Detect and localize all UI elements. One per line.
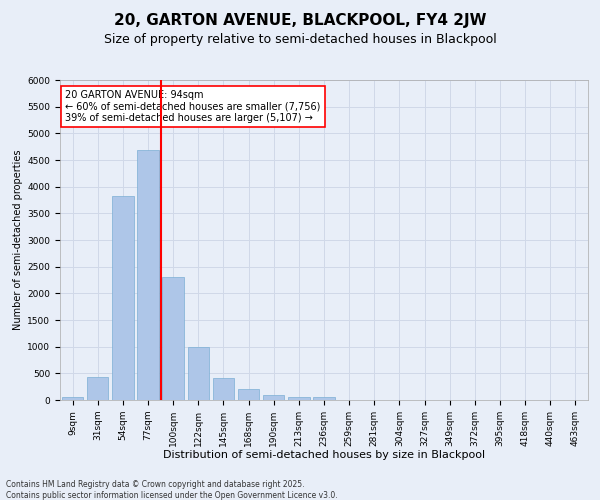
- Bar: [188, 346, 209, 400]
- Text: 20 GARTON AVENUE: 94sqm
← 60% of semi-detached houses are smaller (7,756)
39% of: 20 GARTON AVENUE: 94sqm ← 60% of semi-de…: [65, 90, 320, 123]
- Text: Size of property relative to semi-detached houses in Blackpool: Size of property relative to semi-detach…: [104, 32, 496, 46]
- Bar: [87, 377, 109, 400]
- Bar: [263, 395, 284, 400]
- Bar: [313, 397, 335, 400]
- Text: Contains HM Land Registry data © Crown copyright and database right 2025.
Contai: Contains HM Land Registry data © Crown c…: [6, 480, 338, 500]
- Text: 20, GARTON AVENUE, BLACKPOOL, FY4 2JW: 20, GARTON AVENUE, BLACKPOOL, FY4 2JW: [114, 12, 486, 28]
- Y-axis label: Number of semi-detached properties: Number of semi-detached properties: [13, 150, 23, 330]
- Bar: [213, 378, 234, 400]
- Bar: [62, 398, 83, 400]
- X-axis label: Distribution of semi-detached houses by size in Blackpool: Distribution of semi-detached houses by …: [163, 450, 485, 460]
- Bar: [238, 389, 259, 400]
- Bar: [112, 196, 134, 400]
- Bar: [163, 278, 184, 400]
- Bar: [288, 396, 310, 400]
- Bar: [137, 150, 158, 400]
